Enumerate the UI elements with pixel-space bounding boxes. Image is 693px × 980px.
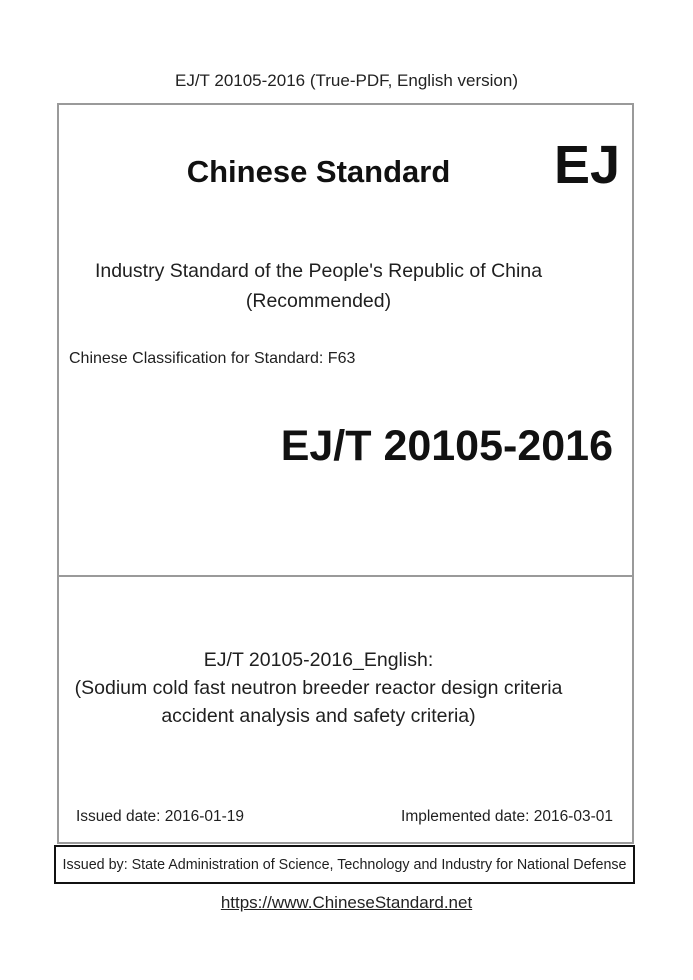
issued-by-box: Issued by: State Administration of Scien… bbox=[54, 845, 635, 884]
standard-number: EJ/T 20105-2016 bbox=[280, 422, 613, 470]
dates-row: Issued date: 2016-01-19 Implemented date… bbox=[76, 807, 613, 827]
subtitle-line-2: (Recommended) bbox=[245, 290, 392, 312]
cover-box: Chinese Standard EJ Industry Standard of… bbox=[57, 103, 634, 844]
subtitle-line-1: Industry Standard of the People's Republ… bbox=[94, 260, 543, 282]
issued-date: Issued date: 2016-01-19 bbox=[76, 808, 245, 825]
document-header-line: EJ/T 20105-2016 (True-PDF, English versi… bbox=[175, 71, 518, 90]
cover-title: Chinese Standard bbox=[186, 154, 451, 189]
website-link[interactable]: https://www.ChineseStandard.net bbox=[220, 893, 473, 912]
english-title-line-2: (Sodium cold fast neutron breeder reacto… bbox=[74, 677, 563, 699]
issued-by-text: Issued by: State Administration of Scien… bbox=[62, 856, 627, 873]
implemented-date: Implemented date: 2016-03-01 bbox=[401, 808, 613, 825]
cover-subtitle: Industry Standard of the People's Republ… bbox=[59, 256, 578, 316]
horizontal-divider bbox=[59, 575, 632, 577]
english-title: EJ/T 20105-2016_English: (Sodium cold fa… bbox=[59, 646, 578, 730]
ej-logo: EJ bbox=[553, 135, 620, 195]
page-footer: https://www.ChineseStandard.net bbox=[0, 892, 693, 914]
classification-line: Chinese Classification for Standard: F63 bbox=[69, 350, 356, 367]
english-title-line-1: EJ/T 20105-2016_English: bbox=[203, 649, 434, 671]
english-title-line-3: accident analysis and safety criteria) bbox=[161, 705, 476, 727]
